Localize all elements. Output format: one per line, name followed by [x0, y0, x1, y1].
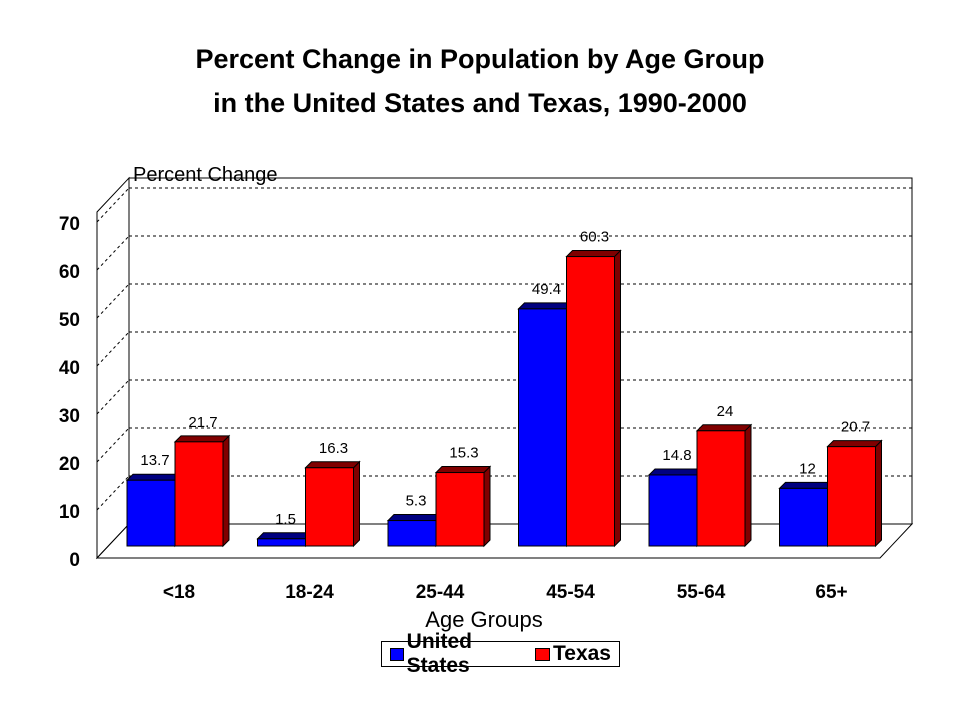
bar-texas: [305, 467, 354, 547]
bar-top: [517, 302, 574, 310]
chart-legend: United States Texas: [381, 630, 620, 677]
legend-item-texas: Texas: [535, 642, 611, 666]
x-tick-label: 65+: [815, 582, 847, 603]
bar-united-states: [126, 479, 176, 547]
x-tick-label: 25-44: [416, 582, 465, 603]
gridline-side: [96, 331, 130, 367]
y-tick-label: 0: [69, 550, 80, 571]
data-label: 21.7: [188, 414, 217, 431]
bar-side: [222, 434, 230, 548]
gridline-side: [96, 283, 130, 319]
data-label: 49.4: [532, 281, 561, 298]
bar-side: [483, 465, 491, 548]
bar-united-states: [257, 538, 306, 547]
bar-top: [826, 440, 883, 448]
data-label: 24: [717, 403, 734, 420]
legend-swatch-texas: [535, 647, 550, 661]
legend-label-united-states: United States: [406, 630, 472, 677]
bar-side: [353, 460, 360, 548]
legend-swatch-united-states: [390, 647, 404, 661]
x-tick-label: <18: [163, 582, 195, 603]
bar-top: [125, 473, 183, 481]
data-label: 12: [799, 460, 816, 477]
data-label: 1.5: [275, 511, 296, 528]
legend-item-united-states: United States: [390, 630, 527, 678]
data-label: 20.7: [841, 419, 870, 436]
data-label: 60.3: [580, 229, 609, 246]
bar-top: [778, 481, 835, 489]
bar-side: [744, 423, 752, 548]
y-tick-label: 60: [59, 262, 80, 283]
data-label: 14.8: [662, 447, 691, 464]
bar-top: [434, 466, 492, 474]
gridline-side: [96, 235, 130, 271]
gridline-side: [96, 475, 130, 511]
data-label: 16.3: [319, 440, 348, 457]
legend-label-texas: Texas: [553, 642, 611, 665]
y-axis-title: Percent Change: [133, 164, 278, 186]
bar-side: [614, 249, 621, 548]
bar-texas: [696, 430, 746, 547]
data-label: 13.7: [140, 452, 169, 469]
y-tick-label: 50: [59, 310, 80, 331]
y-tick-label: 70: [59, 214, 80, 235]
bar-top: [647, 468, 705, 476]
y-tick-label: 20: [59, 454, 80, 475]
chart-title-line-1: Percent Change in Population by Age Grou…: [195, 44, 765, 74]
bar-top: [386, 514, 444, 522]
bar-side: [875, 439, 882, 548]
bar-top: [304, 461, 361, 469]
gridline-side: [96, 379, 130, 415]
bar-texas: [566, 256, 615, 547]
bar-united-states: [648, 474, 698, 547]
bar-united-states: [387, 520, 437, 547]
bar-top: [256, 532, 313, 540]
y-tick-label: 10: [59, 502, 80, 523]
gridline-side: [96, 427, 130, 463]
bar-texas: [174, 441, 224, 547]
gridline-side: [96, 187, 130, 223]
chart-title-line-2: in the United States and Texas, 1990-200…: [213, 88, 747, 118]
data-label: 15.3: [449, 445, 478, 462]
bar-united-states: [518, 308, 567, 547]
bar-texas: [435, 472, 485, 547]
x-axis-title: Age Groups: [425, 607, 542, 632]
y-tick-label: 30: [59, 406, 80, 427]
bar-texas: [827, 446, 876, 547]
bar-top: [565, 250, 622, 258]
x-tick-label: 55-64: [677, 582, 726, 603]
data-label: 5.3: [406, 493, 427, 510]
bar-top: [695, 424, 753, 432]
side-wall: [96, 176, 130, 560]
x-tick-label: 18-24: [285, 582, 334, 603]
bar-united-states: [779, 487, 828, 547]
x-tick-label: 45-54: [546, 582, 595, 603]
bar-top: [173, 435, 231, 443]
y-tick-label: 40: [59, 358, 80, 379]
